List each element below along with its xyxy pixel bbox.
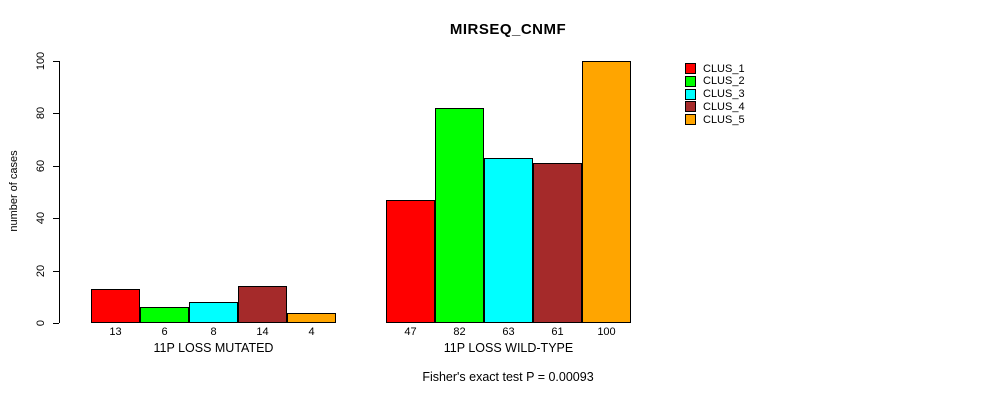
y-tick-label: 60 [35, 159, 47, 172]
bar-clus_1-group1 [91, 289, 140, 323]
bar-value-label: 6 [161, 326, 168, 338]
y-tick-label: 80 [35, 107, 47, 120]
y-tick [53, 165, 59, 167]
legend-swatch-clus_5 [685, 114, 696, 126]
bar-clus_2-group2 [435, 108, 484, 323]
bar-value-label: 82 [453, 326, 466, 338]
y-tick [53, 113, 59, 115]
group-label: 11P LOSS MUTATED [153, 341, 274, 355]
legend-label: CLUS_2 [703, 75, 745, 88]
bar-value-label: 63 [502, 326, 515, 338]
legend-label: CLUS_3 [703, 88, 745, 101]
y-tick-label: 0 [35, 319, 47, 327]
bar-value-label: 100 [597, 326, 616, 338]
bar-clus_1-group2 [386, 200, 435, 323]
bar-clus_4-group1 [238, 286, 287, 323]
y-tick-label: 100 [35, 51, 47, 71]
y-tick [53, 218, 59, 220]
bar-value-label: 8 [210, 326, 217, 338]
bar-clus_3-group1 [189, 302, 238, 323]
legend-item: CLUS_3 [685, 88, 745, 101]
y-tick-label: 20 [35, 264, 47, 277]
legend-label: CLUS_5 [703, 113, 745, 126]
bar-value-label: 61 [551, 326, 564, 338]
bar-value-label: 4 [308, 326, 315, 338]
legend-item: CLUS_4 [685, 100, 745, 113]
legend-swatch-clus_4 [685, 101, 696, 113]
legend-swatch-clus_2 [685, 75, 696, 87]
y-axis-title: number of cases [8, 150, 20, 232]
bar-value-label: 47 [404, 326, 417, 338]
legend-swatch-clus_3 [685, 88, 696, 100]
legend-item: CLUS_1 [685, 62, 745, 75]
bar-clus_2-group1 [140, 307, 189, 323]
legend-swatch-clus_1 [685, 63, 696, 74]
legend-label: CLUS_4 [703, 100, 745, 113]
fisher-test-annotation: Fisher's exact test P = 0.00093 [422, 370, 594, 384]
bar-clus_4-group2 [533, 163, 582, 323]
chart-title: MIRSEQ_CNMF [449, 21, 567, 38]
bar-value-label: 14 [256, 326, 269, 338]
y-tick [53, 61, 59, 62]
bar-clus_3-group2 [484, 158, 533, 323]
legend-item: CLUS_2 [685, 75, 745, 88]
y-tick-label: 40 [35, 212, 47, 225]
bar-value-label: 13 [109, 326, 122, 338]
y-tick [53, 270, 59, 272]
group-label: 11P LOSS WILD-TYPE [443, 341, 574, 355]
bar-clus_5-group2 [582, 61, 631, 323]
y-tick [53, 323, 59, 324]
legend-item: CLUS_5 [685, 113, 745, 126]
y-axis-line [59, 61, 60, 323]
legend-label: CLUS_1 [703, 62, 745, 75]
bar-clus_5-group1 [287, 313, 336, 323]
